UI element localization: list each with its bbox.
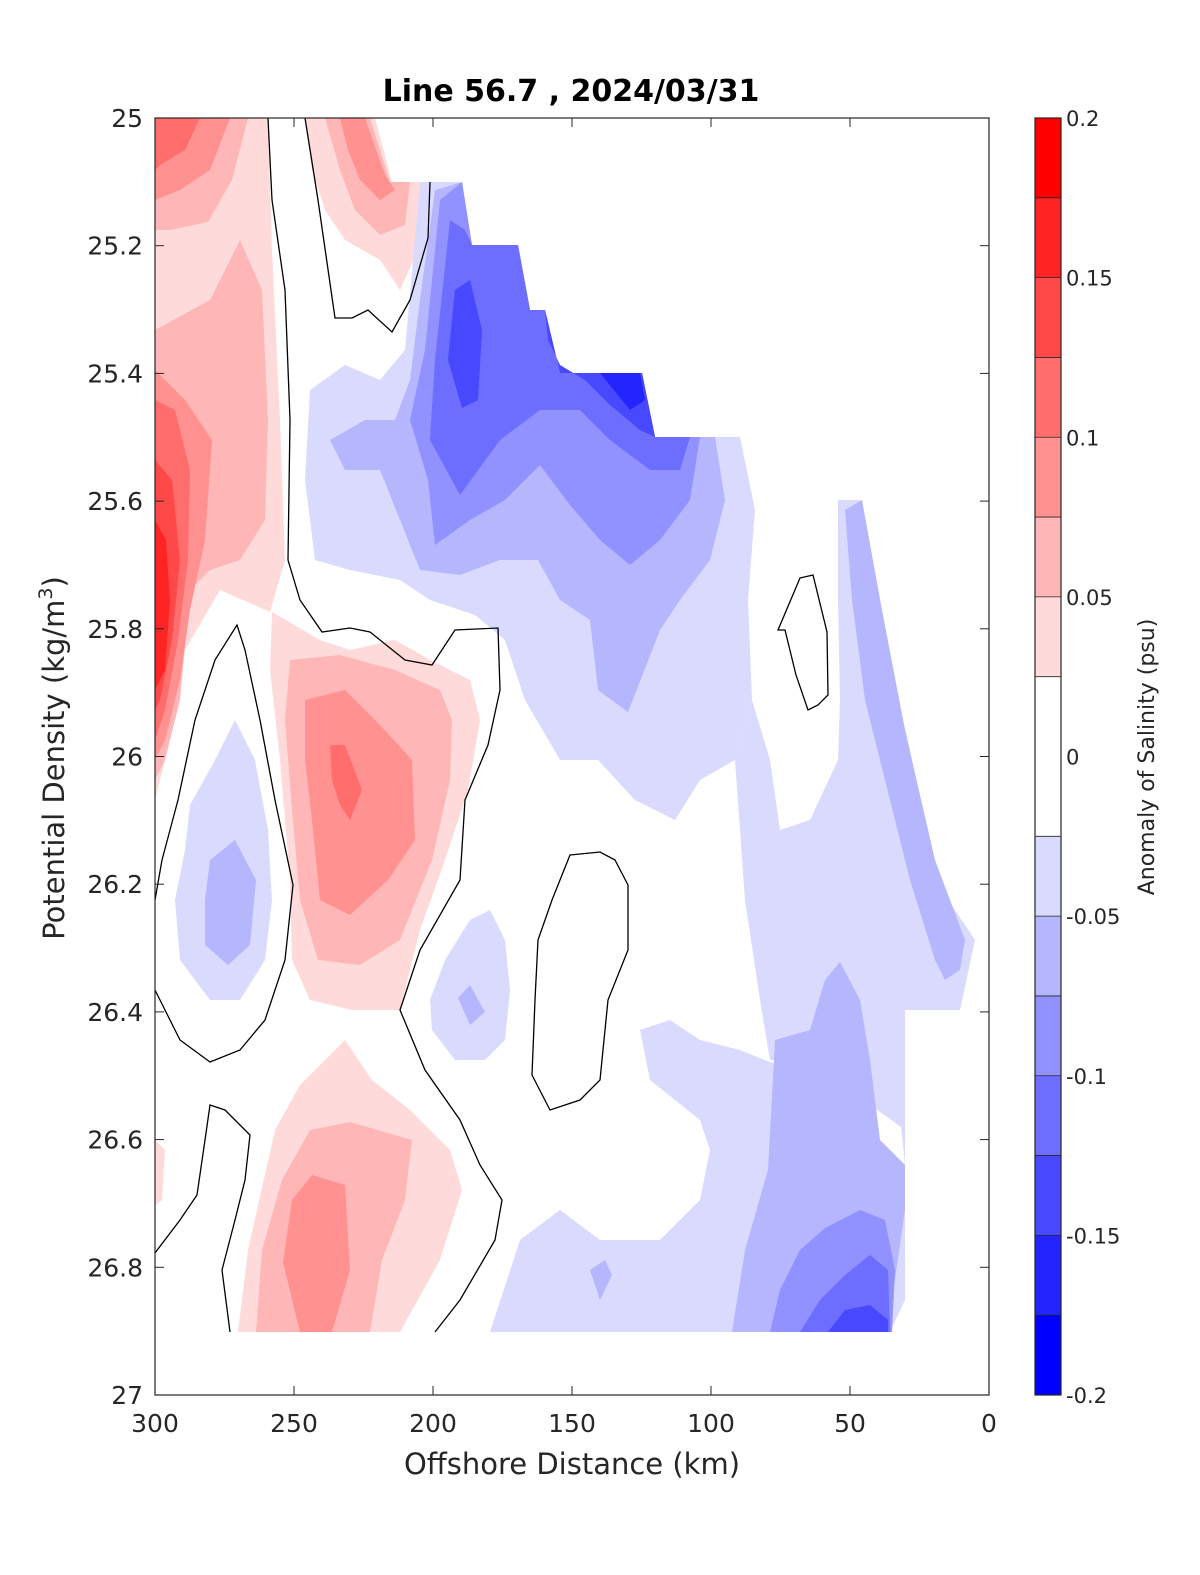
y-axis-label-tail: ) [37, 576, 71, 587]
positive-band-0.1-left [155, 118, 200, 170]
colorbar-swatch [1035, 357, 1061, 438]
zero-contour-left-vertical [267, 118, 503, 1333]
plot-area [154, 117, 990, 1396]
negative-band-0.125-lower-right [828, 1305, 888, 1332]
zero-contour-center-loop [531, 851, 629, 1111]
x-tick-label: 300 [131, 1409, 179, 1438]
positive-band-0.15-core [155, 520, 170, 690]
zero-contour-left-mid [155, 623, 294, 1063]
negative-band-0.05-bottom-pocket [590, 1260, 612, 1300]
zero-contour-lines [155, 118, 829, 1333]
y-tick-label: 26.8 [87, 1253, 143, 1282]
colorbar-tick-label: -0.05 [1066, 905, 1120, 929]
colorbar-label: Anomaly of Salinity (psu) [1135, 619, 1160, 896]
x-axis-label: Offshore Distance (km) [404, 1447, 740, 1481]
colorbar-tick-labels: 0.2 0.15 0.1 0.05 0 -0.05 -0.1 -0.15 -0.2 [1066, 107, 1120, 1408]
negative-band-0.05-left-pocket [205, 840, 256, 965]
y-axis-label: Potential Density (kg/m3) [35, 576, 71, 940]
x-tick-label: 150 [548, 1409, 596, 1438]
zero-contour-lower-left [155, 1104, 251, 1333]
positive-band-0.1-mid [330, 745, 362, 820]
colorbar-tick-label: 0 [1066, 746, 1079, 770]
y-axis-label-main: Potential Density (kg/m [37, 600, 71, 940]
x-tick-label: 250 [270, 1409, 318, 1438]
colorbar-swatch [1035, 596, 1061, 677]
zero-contour-upper-center [304, 118, 431, 334]
y-tick-label: 25.8 [87, 615, 143, 644]
negative-band-0.15-core [600, 373, 645, 410]
colorbar-swatch [1035, 995, 1061, 1076]
y-tick-label: 26.4 [87, 998, 143, 1027]
colorbar-tick-label: 0.05 [1066, 586, 1113, 610]
colorbar-tick-label: -0.1 [1066, 1065, 1107, 1089]
y-tick-label: 25.2 [87, 232, 143, 261]
colorbar-swatch [1035, 197, 1061, 278]
y-tick-label: 26 [111, 743, 143, 772]
x-tick-label: 200 [409, 1409, 457, 1438]
x-tick-label: 100 [687, 1409, 735, 1438]
positive-band-0.075-upper-center [340, 118, 395, 200]
positive-band-light-lower-left-edge [155, 1140, 165, 1205]
positive-band-0.075-lower [283, 1175, 350, 1332]
colorbar-swatch [1035, 277, 1061, 358]
y-tick-label: 26.6 [87, 1126, 143, 1155]
colorbar-swatch [1035, 118, 1061, 198]
negative-band-0.1-upper [430, 220, 690, 495]
x-tick-label: 0 [981, 1409, 997, 1438]
colorbar-swatch [1035, 1235, 1061, 1316]
y-tick-label: 25 [111, 104, 143, 133]
y-tick-label: 27 [111, 1381, 143, 1410]
negative-band-0.05-right [845, 500, 965, 980]
colorbar-frame [1034, 117, 1062, 1396]
x-axis-tick-labels: 300 250 200 150 100 50 0 [131, 1409, 997, 1438]
zero-contour-right-loop [777, 574, 829, 711]
chart-title: Line 56.7 , 2024/03/31 [383, 74, 760, 109]
negative-band-0.125-upper [448, 280, 482, 408]
negative-band-0.05-center-pocket [458, 985, 485, 1025]
y-axis-label-superscript: 3 [35, 587, 57, 599]
y-tick-label: 26.2 [87, 870, 143, 899]
colorbar-swatch [1035, 836, 1061, 917]
colorbar-swatch [1035, 437, 1061, 518]
y-axis-tick-labels: 25 25.2 25.4 25.6 25.8 26 26.2 26.4 26.6 26.8 27 [87, 104, 143, 1410]
colorbar-swatch [1035, 1155, 1061, 1236]
colorbar-tick-label: -0.15 [1066, 1224, 1120, 1248]
colorbar-tick-label: 0.1 [1066, 426, 1099, 450]
negative-band-light-mid-right [735, 500, 960, 1130]
colorbar-tick-label: 0.2 [1066, 107, 1099, 131]
y-tick-label: 25.6 [87, 487, 143, 516]
colorbar-tick-label: 0.15 [1066, 267, 1113, 291]
colorbar-swatch [1035, 517, 1061, 597]
colorbar [1034, 117, 1062, 1396]
colorbar-swatch [1035, 676, 1061, 837]
y-tick-label: 25.4 [87, 359, 143, 388]
negative-band-light-right [490, 500, 975, 1332]
x-tick-label: 50 [834, 1409, 866, 1438]
colorbar-swatch [1035, 916, 1061, 996]
contour-fills [155, 118, 975, 1333]
colorbar-swatch [1035, 1075, 1061, 1156]
colorbar-swatch [1035, 1315, 1061, 1395]
axis-ticks [154, 117, 990, 1396]
colorbar-tick-label: -0.2 [1066, 1384, 1107, 1408]
